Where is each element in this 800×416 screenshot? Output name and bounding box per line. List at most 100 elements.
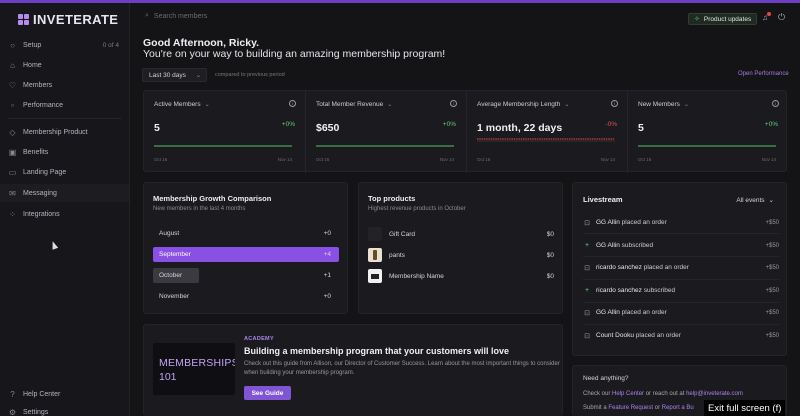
feature-request-link[interactable]: Feature Request — [608, 405, 654, 411]
growth-value: +1 — [323, 272, 331, 279]
sidebar-divider — [8, 118, 122, 119]
sidebar-item-label: Setup — [23, 41, 42, 49]
stat-change: +0% — [442, 121, 456, 128]
info-icon[interactable]: i — [450, 100, 457, 107]
product-updates-button[interactable]: ✧ Product updates — [688, 13, 758, 25]
stat-card-new-members[interactable]: New Members ⌄ i 5 +0% Oct 16 Nov 14 — [627, 91, 788, 173]
sidebar-item-integrations[interactable]: ⁘ Integrations — [0, 205, 129, 223]
bag-icon: ⊡ — [584, 309, 590, 317]
report-bug-link[interactable]: Report a Bu — [661, 405, 694, 411]
setup-progress: 0 of 4 — [102, 41, 119, 49]
help-center-link[interactable]: Help Center — [612, 391, 645, 397]
growth-row-october[interactable]: October +1 — [153, 268, 339, 283]
stat-label: Average Membership Length ⌄ — [477, 101, 617, 108]
event-value: +$50 — [765, 264, 779, 271]
event-action: subscribed — [621, 242, 654, 249]
sidebar-item-label: Messaging — [23, 189, 57, 197]
stat-change: +0% — [281, 121, 295, 128]
compared-label: compared to previous period — [215, 72, 285, 78]
chevron-down-icon: ⌄ — [204, 102, 210, 108]
greeting-title: Good Afternoon, Ricky. — [143, 37, 260, 49]
chart-icon: ▫ — [11, 100, 14, 110]
stat-label: Total Member Revenue ⌄ — [316, 101, 456, 108]
stat-label-text: New Members — [638, 101, 680, 108]
event-action: subscribed — [643, 287, 676, 294]
growth-row-august[interactable]: August +0 — [153, 226, 339, 241]
sparkline-chart — [316, 145, 454, 147]
card-title: Membership Growth Comparison — [153, 194, 272, 203]
info-icon[interactable]: i — [772, 100, 779, 107]
axis-start: Oct 16 — [477, 157, 491, 162]
events-filter-select[interactable]: All events ⌄ — [736, 196, 774, 205]
product-name: Gift Card — [389, 230, 416, 238]
growth-month: November — [159, 293, 189, 300]
sidebar-item-help-center[interactable]: ? Help Center — [0, 385, 129, 403]
info-icon[interactable]: i — [289, 100, 296, 107]
sidebar-item-benefits[interactable]: ▣ Benefits — [0, 143, 129, 161]
stat-label: New Members ⌄ — [638, 101, 778, 108]
axis-start: Oct 16 — [638, 157, 652, 162]
growth-row-september[interactable]: September +4 — [153, 247, 339, 262]
stat-card-average-membership-length[interactable]: Average Membership Length ⌄ i 1 month, 2… — [466, 91, 627, 173]
divider — [583, 279, 779, 280]
search-input[interactable]: ⌕ Search members — [145, 12, 207, 20]
gift-icon: ▣ — [8, 147, 17, 157]
chevron-down-icon: ⌄ — [683, 102, 689, 108]
app-name: INVETERATE — [33, 12, 119, 27]
period-select[interactable]: Last 30 days ⌄ — [142, 68, 207, 82]
divider — [583, 256, 779, 257]
livestream-row[interactable]: ⊡ GG Allin placed an order +$50 — [583, 215, 779, 230]
growth-value: +0 — [323, 230, 331, 237]
event-value: +$50 — [765, 332, 779, 339]
period-value: Last 30 days — [149, 71, 186, 79]
livestream-row[interactable]: + GG Allin subscribed +$50 — [583, 238, 779, 253]
tag-icon: ◇ — [9, 127, 16, 137]
product-row[interactable]: Gift Card $0 — [368, 226, 554, 242]
logo[interactable]: INVETERATE — [18, 12, 118, 27]
help-icon: ? — [10, 389, 15, 399]
support-email-link[interactable]: help@inveterate.com — [686, 391, 743, 397]
need-text: Check our — [583, 391, 611, 397]
open-performance-link[interactable]: Open Performance — [738, 71, 789, 77]
power-icon[interactable]: ⏻ — [778, 12, 786, 22]
gear-icon: ⚙ — [8, 407, 17, 416]
product-value: $0 — [546, 230, 554, 238]
product-row[interactable]: pants $0 — [368, 247, 554, 263]
product-thumbnail — [368, 248, 382, 262]
livestream-card: Livestream All events ⌄ ⊡ GG Allin place… — [572, 182, 787, 356]
stats-panel: Active Members ⌄ i 5 +0% Oct 16 Nov 14 To… — [143, 90, 788, 173]
axis-start: Oct 16 — [316, 157, 330, 162]
sidebar-item-messaging[interactable]: ✉ Messaging — [0, 184, 129, 202]
product-row[interactable]: Membership Name $0 — [368, 268, 554, 284]
stat-card-active-members[interactable]: Active Members ⌄ i 5 +0% Oct 16 Nov 14 — [144, 91, 305, 173]
livestream-row[interactable]: + ricardo sanchez subscribed +$50 — [583, 283, 779, 298]
need-request-line: Submit a Feature Request or Report a Bu — [583, 405, 694, 411]
event-action: placed an order — [621, 219, 667, 226]
sidebar-item-home[interactable]: ⌂ Home — [0, 56, 129, 74]
sidebar-item-setup[interactable]: ○ Setup 0 of 4 — [0, 36, 129, 54]
sidebar-item-membership-product[interactable]: ◇ Membership Product — [0, 123, 129, 141]
growth-month: October — [159, 272, 183, 279]
growth-card: Membership Growth Comparison New members… — [143, 182, 348, 314]
stat-label-text: Active Members — [154, 101, 201, 108]
livestream-row[interactable]: ⊡ ricardo sanchez placed an order +$50 — [583, 260, 779, 275]
top-products-card: Top products Highest revenue products in… — [358, 182, 563, 314]
product-name: pants — [389, 251, 405, 259]
sidebar-item-landing-page[interactable]: ▭ Landing Page — [0, 163, 129, 181]
sidebar-item-performance[interactable]: ▫ Performance — [0, 96, 129, 114]
livestream-row[interactable]: ⊡ Count Dooku placed an order +$50 — [583, 328, 779, 343]
bell-icon[interactable]: ♫ — [762, 13, 768, 22]
sidebar-item-members[interactable]: ♡ Members — [0, 76, 129, 94]
sparkline-chart — [477, 138, 615, 142]
event-value: +$50 — [765, 309, 779, 316]
member-name: GG Allin — [596, 242, 620, 249]
growth-row-november[interactable]: November +0 — [153, 289, 339, 304]
axis-end: Nov 14 — [439, 157, 454, 162]
academy-thumbnail[interactable]: MEMBERSHIPS 101 — [153, 343, 235, 395]
see-guide-button[interactable]: See Guide — [244, 386, 291, 400]
stat-card-total-member-revenue[interactable]: Total Member Revenue ⌄ i $650 +0% Oct 16… — [305, 91, 466, 173]
info-icon[interactable]: i — [611, 100, 618, 107]
livestream-row[interactable]: ⊡ GG Allin placed an order +$50 — [583, 305, 779, 320]
thumbnail-text: MEMBERSHIPS — [159, 357, 235, 369]
sidebar-item-settings[interactable]: ⚙ Settings — [0, 403, 129, 416]
